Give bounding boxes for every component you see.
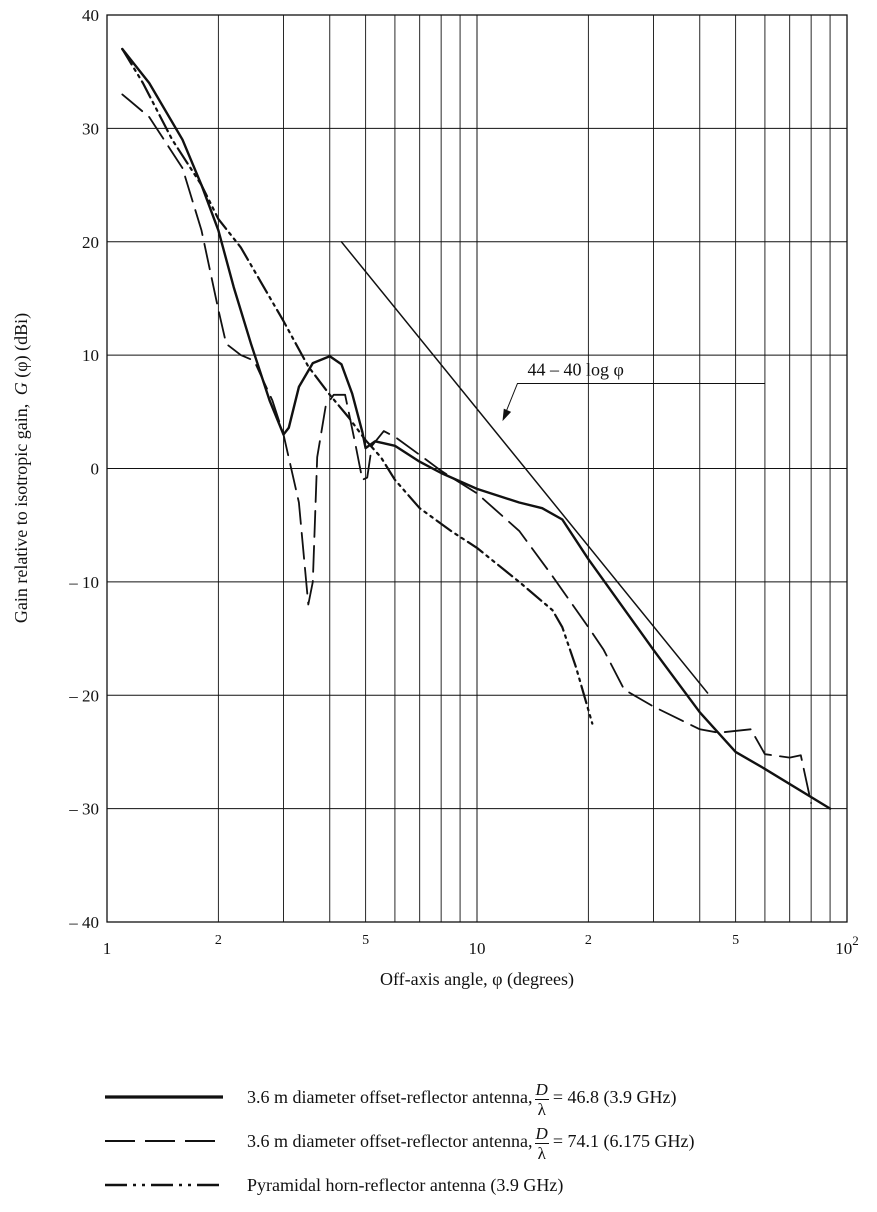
annotation-44-40-log: 44 – 40 log φ <box>502 359 765 422</box>
legend-text-after: = 46.8 (3.9 GHz) <box>552 1086 677 1107</box>
series-line-dashed <box>121 93 812 804</box>
annotation-leader-line <box>502 382 765 419</box>
legend-swatch-solid <box>105 1095 223 1099</box>
legend-label-dashed: 3.6 m diameter offset-reflector antenna,… <box>247 1123 695 1163</box>
legend-label-dashdotdot: Pyramidal horn-reflector antenna (3.9 GH… <box>247 1175 563 1196</box>
annotation-text: 44 – 40 log φ <box>527 359 623 379</box>
legend-label-solid: 3.6 m diameter offset-reflector antenna,… <box>247 1079 677 1119</box>
series-line-dashdotdot <box>121 47 594 725</box>
y-tick-label: 0 <box>91 460 100 479</box>
plot-frame <box>106 14 848 923</box>
legend-item-dashed: 3.6 m diameter offset-reflector antenna,… <box>105 1119 865 1163</box>
x-axis-title: Off-axis angle, φ (degrees) <box>380 969 574 990</box>
y-axis-title-suffix: (φ) (dBi) <box>11 313 32 378</box>
x-tick-label: 10 <box>469 939 486 958</box>
x-tick-label: 102 <box>835 933 859 958</box>
frac-denominator: λ <box>537 1099 546 1119</box>
legend: 3.6 m diameter offset-reflector antenna,… <box>105 1075 865 1207</box>
series-layer <box>121 47 832 810</box>
series-line-solid-thin <box>340 241 709 694</box>
legend-text-after: = 74.1 (6.175 GHz) <box>552 1130 695 1151</box>
series-line-solid <box>121 47 832 810</box>
annotation-arrowhead <box>502 408 512 422</box>
x-minor-tick-label: 5 <box>362 933 369 948</box>
legend-item-dashdotdot: Pyramidal horn-reflector antenna (3.9 GH… <box>105 1163 865 1207</box>
legend-swatch-dashed <box>105 1140 223 1142</box>
y-axis-title: Gain relative to isotropic gain, G (φ) (… <box>11 313 32 623</box>
x-tick-label: 1 <box>103 939 112 958</box>
legend-item-solid: 3.6 m diameter offset-reflector antenna,… <box>105 1075 865 1119</box>
legend-text-before: 3.6 m diameter offset-reflector antenna, <box>247 1130 533 1151</box>
y-tick-label: – 10 <box>68 573 99 592</box>
chart-grid <box>107 15 847 922</box>
legend-text-before: 3.6 m diameter offset-reflector antenna, <box>247 1086 533 1107</box>
frac-numerator: D <box>534 1079 549 1100</box>
legend-text-before: Pyramidal horn-reflector antenna (3.9 GH… <box>247 1174 564 1195</box>
x-tick-exponent: 2 <box>852 933 859 948</box>
y-tick-label: 40 <box>82 6 99 25</box>
legend-swatch-dashdotdot <box>105 1183 223 1187</box>
x-minor-tick-label: 2 <box>215 933 222 948</box>
y-tick-labels: 40 30 20 10 0 – 10 – 20 – 30 – 40 <box>68 6 99 932</box>
y-tick-label: – 30 <box>68 800 99 819</box>
frac-numerator: D <box>534 1123 549 1144</box>
y-axis-title-prefix: Gain relative to isotropic gain, <box>11 404 31 623</box>
y-tick-label: – 20 <box>68 686 99 705</box>
frac-denominator: λ <box>537 1143 546 1163</box>
y-tick-label: 20 <box>82 233 99 252</box>
y-tick-label: – 40 <box>68 913 99 932</box>
y-tick-label: 10 <box>82 346 99 365</box>
y-axis-title-g: G <box>11 382 31 395</box>
y-tick-label: 30 <box>82 119 99 138</box>
x-minor-tick-label: 5 <box>732 933 739 948</box>
x-minor-tick-label: 2 <box>585 933 592 948</box>
